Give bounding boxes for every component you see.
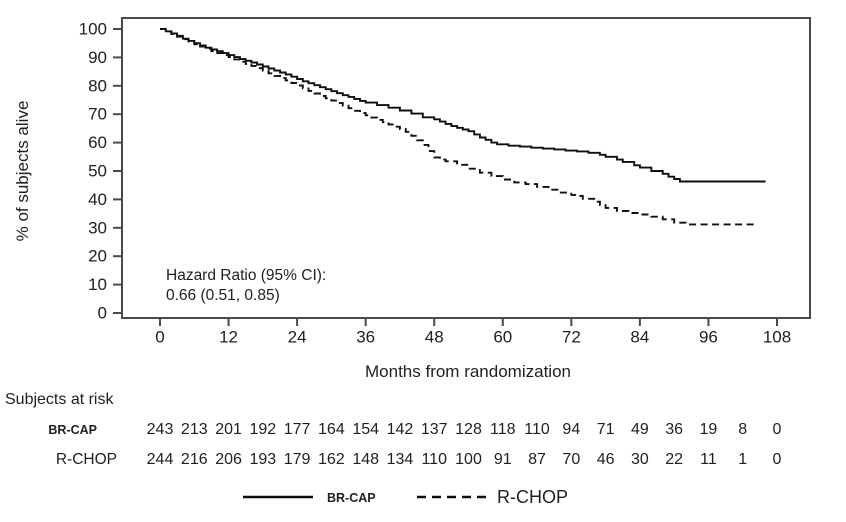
at-risk-count: 87 — [528, 451, 546, 468]
at-risk-count: 46 — [597, 451, 615, 468]
at-risk-counts: 243 213 201 192 177 164 154 142 137 128 118 110 94 71… — [147, 421, 782, 468]
at-risk-count: 71 — [597, 421, 615, 438]
x-tick-label: 108 — [763, 328, 791, 347]
at-risk-row-label-brcap: BR-CAP — [48, 423, 97, 437]
at-risk-count: 0 — [773, 451, 782, 468]
at-risk-count: 177 — [284, 421, 311, 438]
at-risk-row-label-rchop: R-CHOP — [56, 451, 117, 468]
at-risk-count: 91 — [494, 451, 512, 468]
at-risk-count: 244 — [147, 451, 174, 468]
x-tick-label: 12 — [219, 328, 238, 347]
y-tick-label: 0 — [98, 304, 107, 323]
hazard-ratio-annotation-line1: Hazard Ratio (95% CI): — [166, 267, 326, 284]
y-tick-label: 90 — [88, 48, 107, 67]
at-risk-count: 216 — [181, 451, 208, 468]
rchop-curve — [160, 28, 755, 226]
y-tick-label: 100 — [79, 20, 107, 39]
y-tick-label: 70 — [88, 105, 107, 124]
y-tick-label: 10 — [88, 275, 107, 294]
at-risk-count: 11 — [700, 451, 717, 468]
x-tick-label: 84 — [630, 328, 649, 347]
at-risk-count: 22 — [665, 451, 683, 468]
y-axis: 0 10 20 30 40 50 60 70 80 90 100 — [79, 20, 122, 323]
at-risk-count: 206 — [215, 451, 242, 468]
at-risk-count: 201 — [215, 421, 242, 438]
x-axis-title: Months from randomization — [365, 362, 571, 381]
at-risk-count: 162 — [318, 451, 345, 468]
at-risk-count: 213 — [181, 421, 208, 438]
x-tick-label: 96 — [699, 328, 718, 347]
x-tick-label: 24 — [288, 328, 307, 347]
x-tick-label: 0 — [155, 328, 164, 347]
y-tick-label: 40 — [88, 190, 107, 209]
at-risk-count: 70 — [562, 451, 580, 468]
at-risk-count: 154 — [352, 421, 379, 438]
at-risk-count: 49 — [631, 421, 649, 438]
at-risk-count: 179 — [284, 451, 311, 468]
y-tick-label: 80 — [88, 76, 107, 95]
at-risk-count: 164 — [318, 421, 345, 438]
y-tick-label: 50 — [88, 162, 107, 181]
legend-label-rchop: R-CHOP — [497, 487, 568, 507]
at-risk-count: 243 — [147, 421, 174, 438]
at-risk-count: 30 — [631, 451, 649, 468]
at-risk-count: 94 — [562, 421, 580, 438]
at-risk-count: 148 — [352, 451, 379, 468]
y-tick-label: 30 — [88, 218, 107, 237]
at-risk-count: 100 — [455, 451, 482, 468]
legend-label-brcap: BR-CAP — [327, 491, 376, 505]
plot-frame — [121, 17, 811, 319]
at-risk-count: 128 — [455, 421, 482, 438]
at-risk-count: 19 — [700, 421, 718, 438]
at-risk-count: 192 — [249, 421, 276, 438]
y-tick-label: 60 — [88, 133, 107, 152]
at-risk-count: 134 — [387, 451, 414, 468]
brcap-curve — [160, 28, 766, 183]
at-risk-count: 142 — [387, 421, 414, 438]
survival-curves — [160, 28, 766, 226]
at-risk-count: 137 — [421, 421, 448, 438]
at-risk-count: 118 — [490, 421, 516, 438]
x-tick-label: 60 — [493, 328, 512, 347]
at-risk-count: 1 — [738, 451, 747, 468]
hazard-ratio-annotation-line2: 0.66 (0.51, 0.85) — [166, 287, 280, 304]
subjects-at-risk-title: Subjects at risk — [5, 391, 114, 408]
y-tick-label: 20 — [88, 247, 107, 266]
x-tick-label: 72 — [562, 328, 581, 347]
at-risk-count: 36 — [665, 421, 683, 438]
x-tick-label: 36 — [356, 328, 375, 347]
x-axis: 0 12 24 36 48 60 72 84 96 108 — [155, 318, 791, 347]
y-axis-title: % of subjects alive — [13, 101, 32, 242]
at-risk-count: 0 — [773, 421, 782, 438]
legend: BR-CAP R-CHOP — [243, 487, 568, 507]
at-risk-count: 193 — [249, 451, 276, 468]
at-risk-count: 110 — [524, 421, 550, 438]
at-risk-count: 110 — [421, 451, 447, 468]
x-tick-label: 48 — [425, 328, 444, 347]
at-risk-count: 8 — [738, 421, 747, 438]
